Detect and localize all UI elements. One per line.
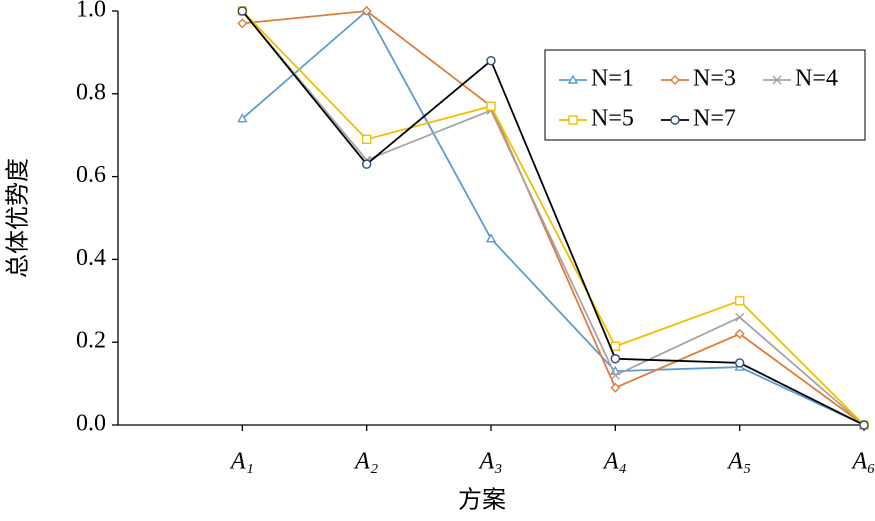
x-tick-label: A₆ <box>850 449 875 475</box>
series-line <box>241 10 865 426</box>
legend-label: N=4 <box>795 66 838 92</box>
y-tick-label: 0.0 <box>76 411 106 437</box>
series <box>237 6 869 430</box>
series-line <box>241 10 865 426</box>
marker <box>859 420 869 430</box>
x-tick-label: A₁ <box>229 449 254 475</box>
marker <box>237 113 248 123</box>
y-axis-label: 总体优势度 <box>5 158 32 278</box>
marker <box>670 115 680 125</box>
marker <box>237 18 248 29</box>
legend-entry: N=4 <box>763 66 838 92</box>
y-tick-label: 0.4 <box>76 245 106 271</box>
series-line <box>241 9 865 426</box>
marker <box>670 75 680 85</box>
marker <box>361 159 372 169</box>
x-tick-label: A₃ <box>477 449 502 475</box>
x-tick-label: A₅ <box>726 449 751 475</box>
legend-box <box>544 49 866 141</box>
y-tick-label: 0.2 <box>76 328 106 354</box>
y-tick-label: 0.8 <box>76 79 106 105</box>
marker <box>485 233 497 243</box>
legend-label: N=7 <box>693 106 736 132</box>
x-axis-label: 方案 <box>458 487 506 514</box>
marker <box>361 6 372 16</box>
marker <box>610 382 621 393</box>
legend-entry: N=7 <box>661 106 736 132</box>
series-line <box>241 10 865 426</box>
marker <box>772 75 782 85</box>
marker <box>567 74 579 84</box>
series-line <box>242 10 865 426</box>
marker <box>734 328 745 339</box>
legend-label: N=5 <box>591 106 634 132</box>
marker <box>486 101 496 111</box>
y-tick-label: 0.6 <box>76 162 106 188</box>
x-tick-label: A₄ <box>602 449 627 475</box>
marker <box>735 312 745 322</box>
legend-entry: N=5 <box>559 106 634 132</box>
marker <box>361 134 372 145</box>
y-tick-label: 1.0 <box>76 0 106 23</box>
marker <box>237 6 248 16</box>
legend-label: N=1 <box>591 66 634 92</box>
marker <box>610 370 620 380</box>
legend-entry: N=3 <box>661 66 736 92</box>
legend-label: N=3 <box>693 66 736 92</box>
marker <box>610 341 621 352</box>
legend-entry: N=1 <box>559 66 634 92</box>
x-tick-label: A₂ <box>353 449 378 475</box>
series <box>237 6 869 430</box>
marker <box>568 115 578 125</box>
marker <box>734 296 745 306</box>
marker <box>486 55 496 66</box>
marker <box>734 358 745 368</box>
marker <box>610 354 621 364</box>
